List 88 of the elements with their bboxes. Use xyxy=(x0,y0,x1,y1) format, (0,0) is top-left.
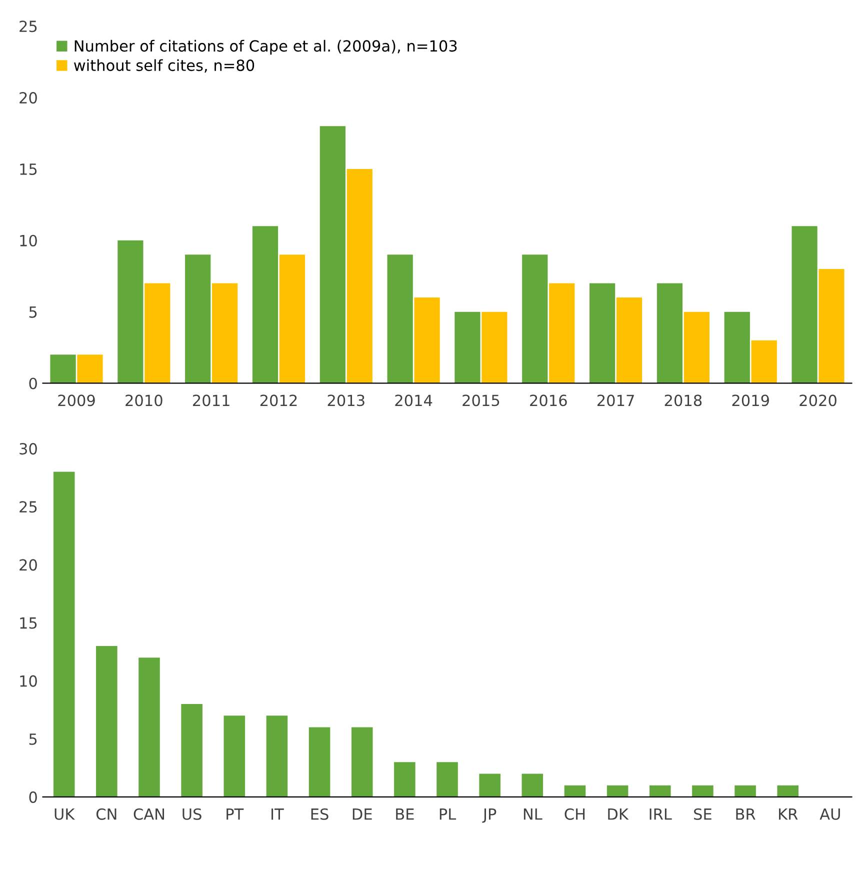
x-tick-label: CN xyxy=(96,808,116,820)
x-tick-label: 2010 xyxy=(126,394,162,406)
x-tick-label: DK xyxy=(608,808,629,820)
x-tick-label: ES xyxy=(311,808,328,820)
bar xyxy=(549,283,575,384)
bar xyxy=(692,785,714,797)
bar xyxy=(53,472,75,797)
x-tick-label: IT xyxy=(272,808,284,820)
bar xyxy=(185,254,211,384)
x-tick-label: IRL xyxy=(650,808,672,820)
bar xyxy=(414,298,440,384)
bar xyxy=(144,283,170,384)
bar xyxy=(181,704,202,797)
bar xyxy=(649,785,671,797)
y-tick-label: 20 xyxy=(20,92,37,104)
x-tick-label: 2016 xyxy=(530,394,567,406)
x-tick-label: US xyxy=(182,808,202,820)
legend-label: without self cites, n=80 xyxy=(74,59,254,73)
bar xyxy=(482,312,508,384)
bar xyxy=(77,354,103,384)
bar xyxy=(606,785,628,797)
bar xyxy=(279,254,306,384)
x-tick-label: BE xyxy=(396,808,414,820)
bar xyxy=(436,762,458,797)
bar xyxy=(751,340,777,384)
bar xyxy=(96,646,118,797)
legend-label: Number of citations of Cape et al. (2009a), n=103 xyxy=(74,40,457,55)
bar xyxy=(346,168,372,384)
y-tick-label: 25 xyxy=(20,20,37,32)
x-tick-label: CH xyxy=(564,808,585,820)
bar xyxy=(616,298,642,384)
x-tick-label: DE xyxy=(352,808,372,820)
y-tick-label: 5 xyxy=(29,306,37,318)
bar xyxy=(818,268,844,384)
x-tick-label: KR xyxy=(779,808,798,820)
bar xyxy=(118,240,144,384)
bar xyxy=(308,727,330,797)
bar xyxy=(734,785,756,797)
y-tick-label: 25 xyxy=(20,501,37,513)
bar xyxy=(138,658,160,797)
y-tick-label: 15 xyxy=(20,164,37,175)
x-tick-label: 2015 xyxy=(462,394,500,406)
x-tick-label: PL xyxy=(440,808,456,820)
x-tick-label: 2009 xyxy=(58,394,95,406)
bar xyxy=(224,716,246,797)
x-tick-label: 2017 xyxy=(597,394,634,406)
x-tick-label: JP xyxy=(482,808,496,823)
bar xyxy=(522,254,548,384)
bar xyxy=(387,254,413,384)
bar xyxy=(454,312,480,384)
y-tick-label: 10 xyxy=(20,675,37,687)
x-tick-label: 2018 xyxy=(664,394,702,406)
bar xyxy=(522,774,544,797)
bar xyxy=(394,762,416,797)
y-tick-label: 20 xyxy=(20,559,37,571)
x-tick-label: 2012 xyxy=(260,394,297,406)
x-tick-label: BR xyxy=(736,808,756,820)
x-tick-label: 2013 xyxy=(328,394,364,406)
bar xyxy=(252,226,278,384)
x-tick-label: UK xyxy=(54,808,76,820)
y-tick-label: 10 xyxy=(20,234,37,246)
x-tick-label: NL xyxy=(524,808,542,820)
x-tick-label: SE xyxy=(694,808,712,820)
x-tick-label: 2011 xyxy=(193,394,230,406)
bar xyxy=(589,283,616,384)
bar xyxy=(50,354,76,384)
bar xyxy=(777,785,798,797)
y-tick-label: 15 xyxy=(20,617,37,629)
bar xyxy=(266,716,288,797)
y-tick-label: 0 xyxy=(29,791,37,803)
x-tick-label: 2014 xyxy=(395,394,432,406)
bar xyxy=(792,226,818,384)
bar xyxy=(320,126,346,384)
bar xyxy=(684,312,710,384)
x-tick-label: 2019 xyxy=(732,394,769,406)
y-tick-label: 30 xyxy=(20,443,37,455)
x-tick-label: 2020 xyxy=(800,394,836,406)
y-tick-label: 0 xyxy=(29,378,37,390)
bar xyxy=(212,283,238,384)
x-tick-label: PT xyxy=(226,808,244,820)
bar xyxy=(656,283,683,384)
bar xyxy=(724,312,750,384)
x-tick-label: AU xyxy=(820,808,840,820)
bar xyxy=(564,785,586,797)
bar xyxy=(351,727,373,797)
y-tick-label: 5 xyxy=(29,734,37,745)
x-tick-label: CAN xyxy=(134,808,164,820)
bar xyxy=(479,774,500,797)
